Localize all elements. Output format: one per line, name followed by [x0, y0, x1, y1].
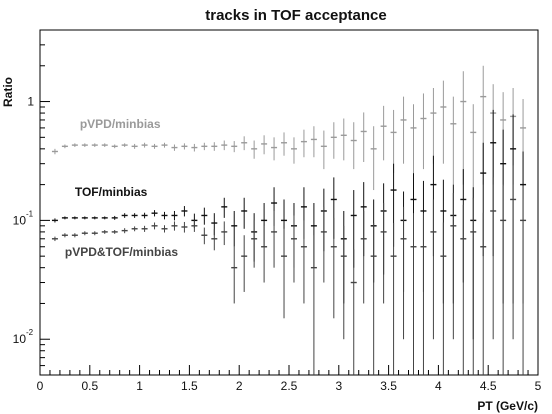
x-tick-label: 2.5 — [281, 379, 298, 393]
y-tick-label: 10 — [13, 213, 27, 227]
series-1 — [51, 109, 527, 340]
series-2 — [51, 165, 527, 375]
x-tick-label: 1.5 — [181, 379, 198, 393]
y-tick-label: 1 — [27, 95, 34, 109]
y-tick-label: 10 — [13, 332, 27, 346]
x-tick-label: 1 — [136, 379, 143, 393]
x-tick-label: 4.5 — [480, 379, 497, 393]
y-tick-exponent: -1 — [26, 209, 34, 218]
series-label: pVPD&TOF/minbias — [65, 245, 178, 259]
y-tick-exponent: -2 — [26, 328, 34, 337]
x-tick-label: 3.5 — [380, 379, 397, 393]
x-tick-label: 4 — [435, 379, 442, 393]
x-tick-label: 5 — [535, 379, 542, 393]
x-tick-label: 3 — [335, 379, 342, 393]
x-tick-label: 0.5 — [81, 379, 98, 393]
chart-title: tracks in TOF acceptance — [205, 7, 386, 24]
axes-group: 0 0.5 1 1.5 2 2.5 3 3.5 4 4.5 510 -210 -11 — [13, 29, 542, 393]
y-axis-label: Ratio — [1, 77, 15, 107]
x-tick-label: 2 — [236, 379, 243, 393]
x-tick-label: 0 — [37, 379, 44, 393]
x-axis-label: PT (GeV/c) — [477, 399, 538, 413]
series-0 — [51, 65, 527, 200]
annotation-layer: pVPD/minbias TOF/minbias pVPD&TOF/minbias — [65, 117, 178, 259]
series-label: pVPD/minbias — [80, 117, 161, 131]
series-layer — [51, 65, 527, 375]
series-label: TOF/minbias — [75, 185, 148, 199]
